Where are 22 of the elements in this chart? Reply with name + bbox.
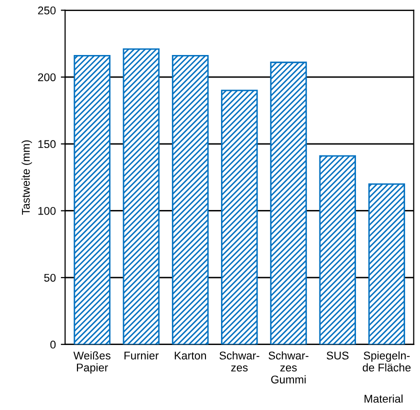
bar: [74, 55, 110, 344]
bar: [270, 62, 307, 344]
x-tick-label: Schwar- zes: [220, 351, 260, 372]
x-tick-label: Weißes Papier: [73, 351, 110, 374]
y-tick-label: 50: [44, 274, 56, 282]
y-tick-label: 150: [38, 140, 56, 148]
bar: [122, 48, 160, 344]
y-tick-label: 0: [50, 340, 56, 349]
x-axis-title: Material: [364, 394, 402, 403]
x-tick-label: Furnier: [124, 351, 159, 360]
bar: [172, 55, 209, 344]
bar: [319, 155, 356, 344]
y-tick-label: 100: [38, 207, 56, 215]
y-tick-label: 250: [38, 6, 56, 14]
bar: [221, 90, 258, 344]
y-tick-label: 200: [38, 73, 56, 82]
y-axis-title: Tastweite (mm): [22, 140, 32, 215]
bar: [368, 183, 406, 344]
x-tick-label: Karton: [174, 352, 206, 360]
x-tick-label: SUS: [326, 352, 349, 360]
x-tick-label: Spiegeln- de Fläche: [362, 351, 411, 372]
x-tick-label: Schwar- zes Gummi: [268, 351, 308, 384]
